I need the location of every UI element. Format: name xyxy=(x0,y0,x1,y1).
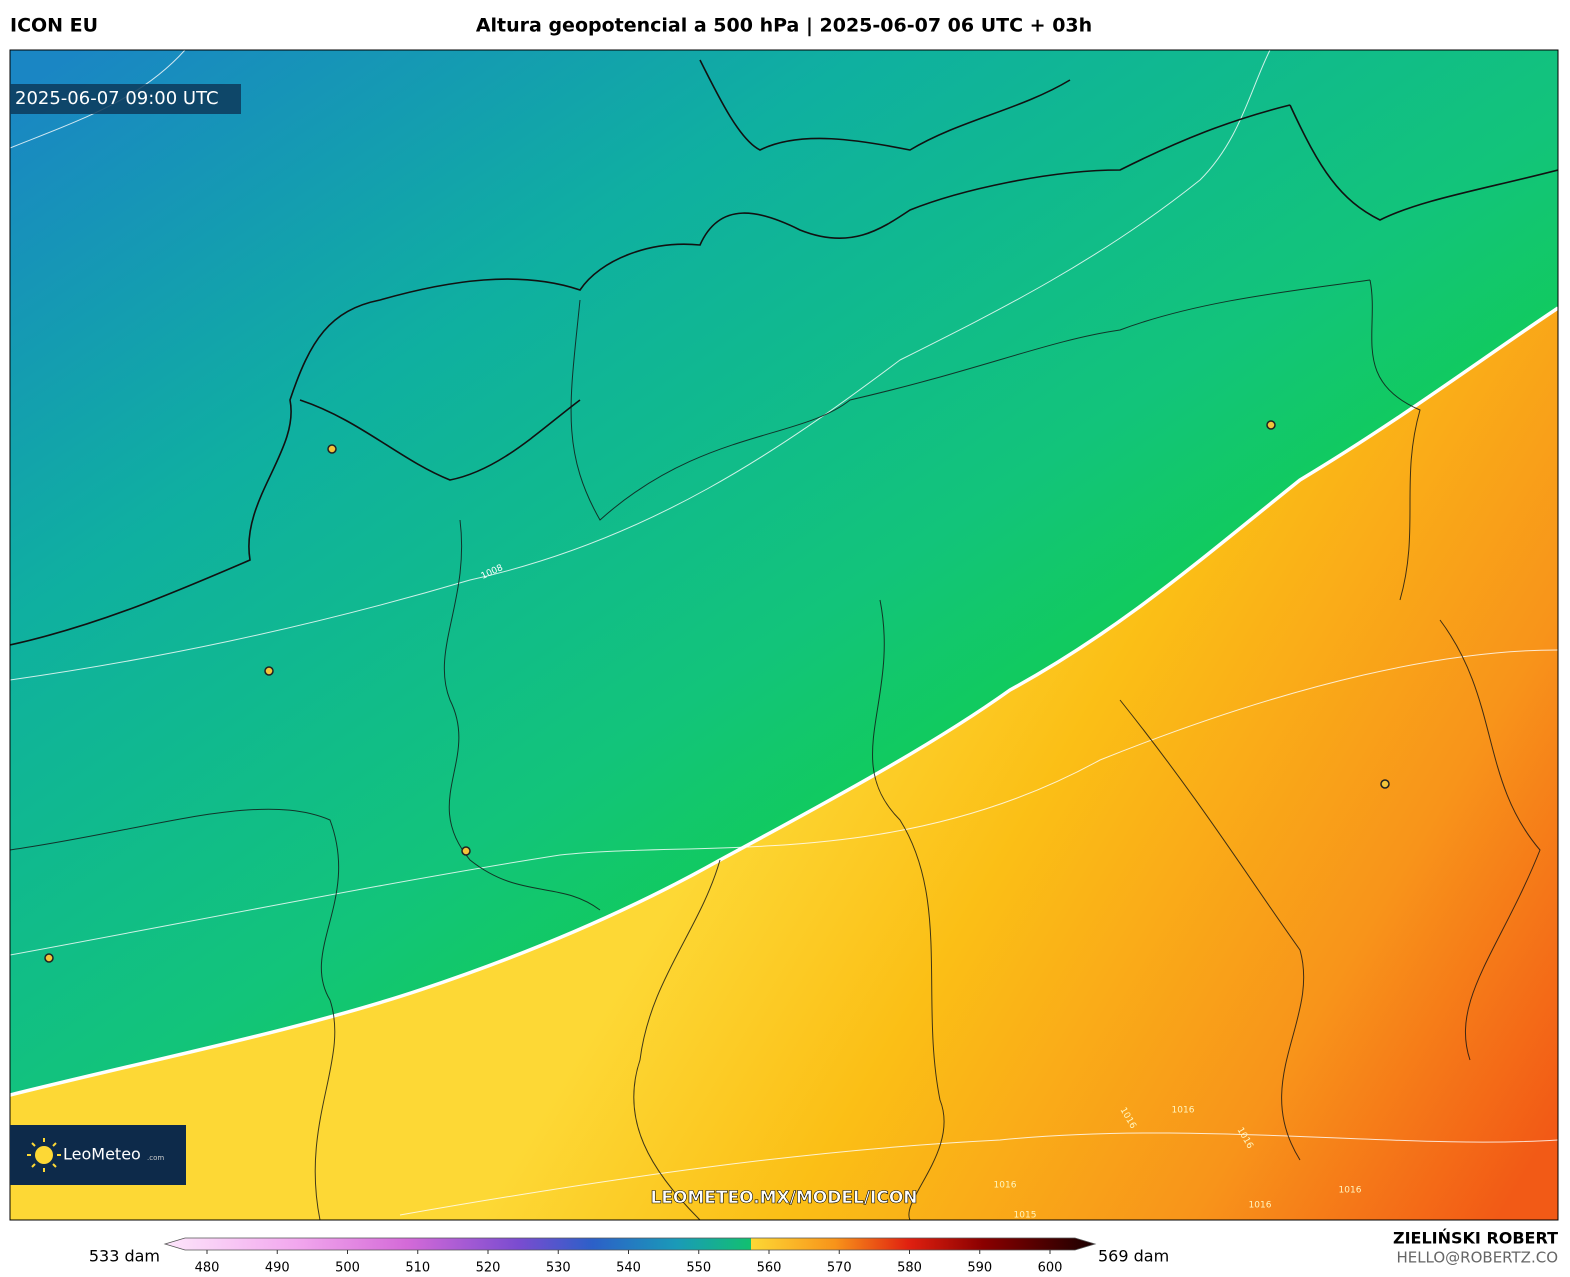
contour-552 xyxy=(10,306,1558,1097)
isobar-label: 1016 xyxy=(1339,1186,1362,1196)
logo-sun xyxy=(27,1138,61,1172)
author: ZIELIŃSKI ROBERT xyxy=(1393,1229,1558,1248)
colorbar-tick-label: 490 xyxy=(265,1261,290,1276)
valid-time: 2025-06-07 09:00 UTC xyxy=(15,88,219,109)
colorbar-tick-label: 530 xyxy=(546,1261,571,1276)
colorbar-tick-label: 520 xyxy=(476,1261,501,1276)
colorbar-tick-label: 500 xyxy=(335,1261,360,1276)
isobar-label: 1016 xyxy=(994,1181,1017,1191)
colorbar-tick-label: 540 xyxy=(616,1261,641,1276)
borders xyxy=(10,279,1541,1220)
isobar-label: 1016 xyxy=(1172,1106,1195,1116)
model-name: ICON EU xyxy=(10,15,98,37)
coastlines xyxy=(10,59,1558,646)
logo-name: LeoMeteo xyxy=(63,1145,141,1164)
map-title: Altura geopotencial a 500 hPa | 2025-06-… xyxy=(476,15,1092,37)
colorbar-ticks: 480 490 500 510 520 530 540 550 560 570 580 590 600 xyxy=(195,1250,1063,1276)
colorbar-max: 569 dam xyxy=(1098,1247,1169,1266)
colorbar-tick-label: 570 xyxy=(827,1261,852,1276)
colorbar-tick-label: 590 xyxy=(967,1261,992,1276)
isobars xyxy=(10,50,1558,1216)
colorbar-tick-label: 510 xyxy=(405,1261,430,1276)
time-box xyxy=(10,84,241,114)
colorbar-tick-label: 580 xyxy=(897,1261,922,1276)
colorbar-tick-label: 480 xyxy=(195,1261,220,1276)
colorbar-tick-label: 550 xyxy=(686,1261,711,1276)
colorbar-tick-label: 600 xyxy=(1038,1261,1063,1276)
colorbar-min: 533 dam xyxy=(89,1247,160,1266)
email: HELLO@ROBERTZ.CO xyxy=(1396,1249,1558,1267)
warm-field xyxy=(10,308,1558,1220)
logo-suffix: .com xyxy=(147,1154,164,1162)
watermark: LEOMETEO.MX/MODEL/ICON xyxy=(650,1188,917,1208)
colorbar-tick-label: 560 xyxy=(757,1261,782,1276)
map-frame xyxy=(9,49,1559,1221)
isobar-label: 1016 xyxy=(1249,1201,1272,1211)
colorbar xyxy=(163,1237,1097,1251)
isobar-label: 1015 xyxy=(1014,1211,1037,1221)
city-markers xyxy=(44,420,1390,963)
